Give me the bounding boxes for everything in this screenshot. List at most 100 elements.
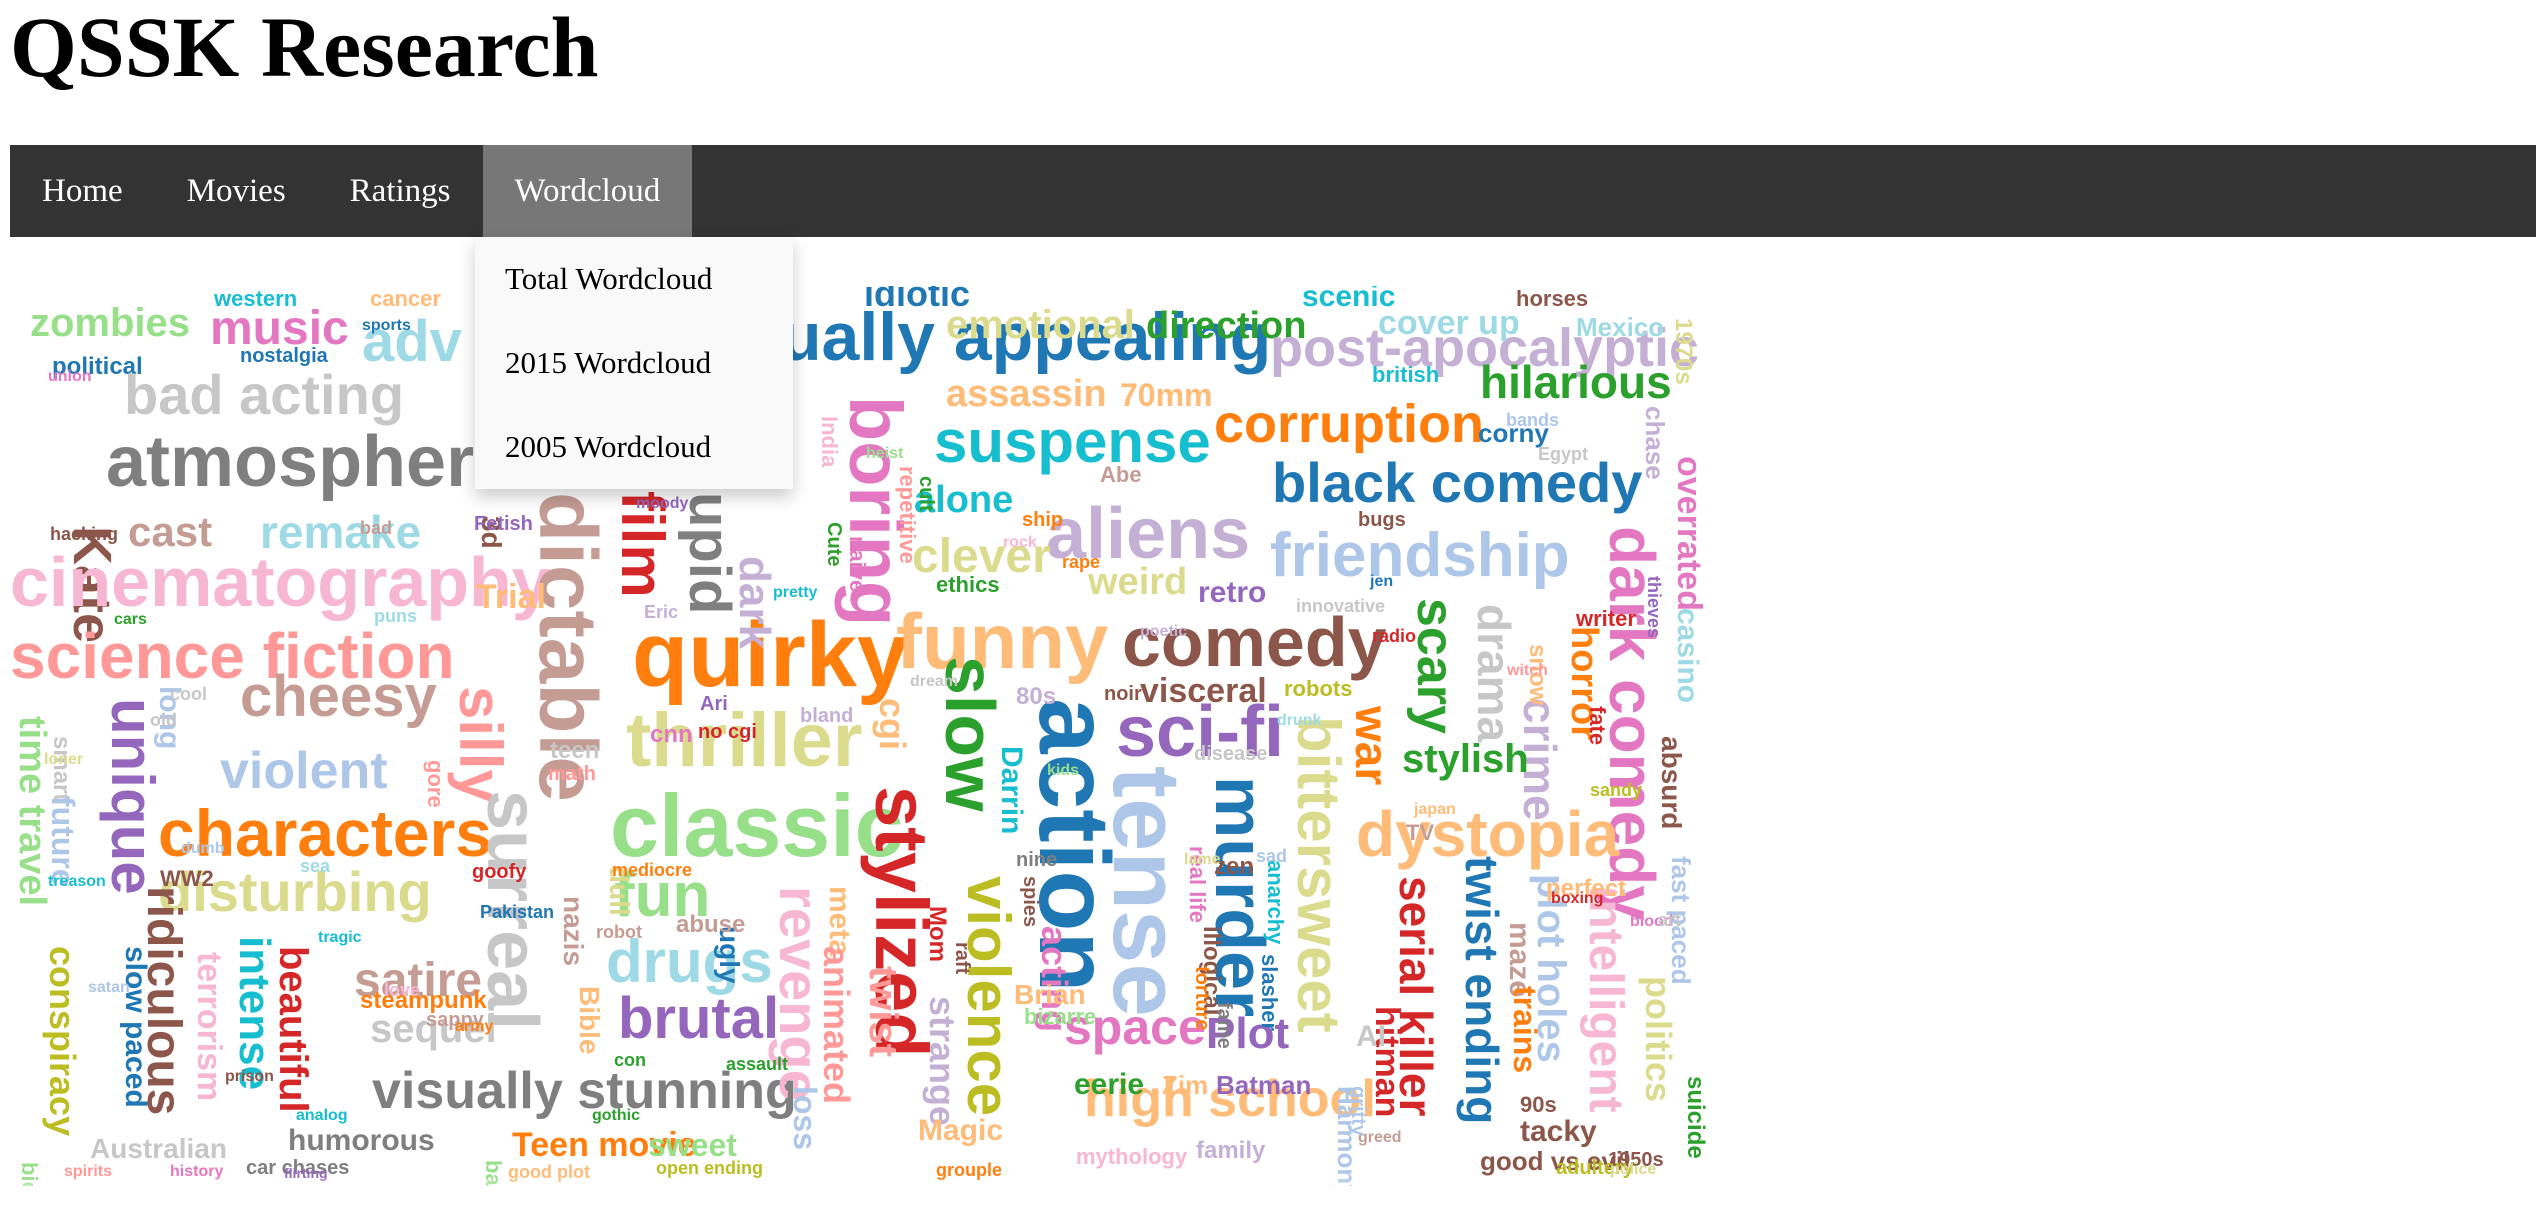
wordcloud-word: brutal xyxy=(618,986,779,1051)
wordcloud-word: suspense xyxy=(934,408,1211,475)
wordcloud-word: clever xyxy=(912,530,1051,583)
wordcloud-word: remake xyxy=(260,506,421,558)
wordcloud-word: jen xyxy=(1369,573,1393,590)
wordcloud-word: drugs xyxy=(606,928,773,995)
wordcloud-word: mythology xyxy=(1076,1144,1188,1169)
wordcloud-word: horror xyxy=(1563,626,1605,740)
wordcloud-word: dictable xyxy=(522,492,613,802)
wordcloud-word: Harmony Korine xyxy=(1332,1086,1362,1186)
wordcloud-word: space xyxy=(1064,999,1206,1055)
wordcloud-word: cult xyxy=(915,476,937,512)
wordcloud-word: future xyxy=(45,796,81,887)
wordcloud-word: disturbing xyxy=(158,860,432,923)
nav-home[interactable]: Home xyxy=(42,173,123,209)
wordcloud-word: Eric xyxy=(644,602,678,622)
wordcloud-word: violence xyxy=(955,876,1022,1116)
wordcloud-word: plot holes xyxy=(1529,874,1573,1063)
wordcloud-dropdown-menu: Total Wordcloud 2015 Wordcloud 2005 Word… xyxy=(475,237,793,489)
wordcloud-word: beautiful xyxy=(271,946,315,1113)
wordcloud-word: crime xyxy=(1514,698,1566,821)
wordcloud-word: repetitive xyxy=(895,466,920,564)
wordcloud-word: real life xyxy=(1185,846,1210,923)
wordcloud-word: tense xyxy=(1093,766,1200,1017)
wordcloud-word: revenge xyxy=(768,886,831,1101)
wordcloud-word: conspiracy xyxy=(42,946,83,1136)
wordcloud-word: ually appealing xyxy=(780,299,1271,375)
wordcloud-word: snow xyxy=(1524,644,1551,706)
wordcloud-word: serial killer xyxy=(1390,876,1442,1116)
wordcloud-word: zombies xyxy=(30,301,190,345)
wordcloud-word: fast paced xyxy=(1666,856,1696,985)
wordcloud-word: satire xyxy=(354,954,482,1007)
wordcloud-word: scary xyxy=(1406,598,1464,734)
wordcloud-word: illogical xyxy=(1198,926,1225,1015)
wordcloud-word: innovative xyxy=(1296,596,1385,616)
wordcloud-word: hacking xyxy=(50,524,118,544)
wordcloud-word: loner xyxy=(44,751,83,768)
wordcloud-word: silly xyxy=(447,686,514,803)
wordcloud-word: twist xyxy=(861,966,905,1057)
wordcloud-word: blood xyxy=(1630,913,1674,930)
wordcloud-word: con xyxy=(614,1050,646,1070)
wordcloud-word: family xyxy=(1196,1137,1266,1164)
wordcloud-word: bizarre xyxy=(1024,1004,1096,1029)
wordcloud-word: 80s xyxy=(1016,683,1056,710)
nav-ratings[interactable]: Ratings xyxy=(349,173,451,209)
wordcloud-word: spirits xyxy=(64,1163,112,1180)
wordcloud-word: India xyxy=(817,416,842,468)
wordcloud-word: bland xyxy=(800,705,853,727)
wordcloud-word: sports xyxy=(362,317,411,334)
wordcloud-word: abuse xyxy=(676,911,745,938)
wordcloud-word: army xyxy=(455,1018,493,1035)
wordcloud-word: Plot xyxy=(1206,1009,1289,1058)
dropdown-2015-wordcloud[interactable]: 2015 Wordcloud xyxy=(505,345,712,380)
wordcloud-word: ship xyxy=(1022,509,1063,531)
wordcloud-word: suicide xyxy=(1682,1076,1709,1159)
wordcloud-word: police xyxy=(1610,1161,1656,1178)
wordcloud-word: ethics xyxy=(936,572,1000,597)
wordcloud-word: murder xyxy=(1201,776,1279,1017)
wordcloud-word: adv xyxy=(362,309,462,374)
wordcloud-word: humorous xyxy=(288,1124,435,1157)
wordcloud-word: naive xyxy=(845,536,870,592)
wordcloud-word: dull xyxy=(604,866,635,916)
wordcloud-word: noir xyxy=(1104,683,1142,705)
wordcloud-word: war xyxy=(1346,705,1398,785)
wordcloud-word: robots xyxy=(1284,676,1352,701)
wordcloud-word: terrorism xyxy=(190,952,228,1101)
wordcloud-word: no cgi xyxy=(698,721,757,743)
nav-wordcloud[interactable]: Wordcloud xyxy=(482,145,693,237)
wordcloud-word: math xyxy=(548,763,596,785)
wordcloud-word: puns xyxy=(374,606,417,626)
wordcloud-word: goofy xyxy=(472,861,527,883)
wordcloud-word: fun xyxy=(614,861,710,930)
wordcloud-word: WW2 xyxy=(160,866,214,891)
wordcloud-word: drunk xyxy=(1277,712,1322,729)
wordcloud-word: black comedy xyxy=(1272,451,1642,514)
wordcloud-word: thriller xyxy=(626,698,863,783)
nav-movies[interactable]: Movies xyxy=(186,173,286,209)
wordcloud-word: sad xyxy=(1256,846,1287,866)
dropdown-total-wordcloud[interactable]: Total Wordcloud xyxy=(505,261,713,296)
navbar: Home Movies Ratings Wordcloud xyxy=(10,145,2536,237)
wordcloud-word: zen xyxy=(1214,853,1254,880)
wordcloud-word: direction xyxy=(1146,305,1306,347)
wordcloud-word: casino xyxy=(1671,608,1704,703)
wordcloud-word: slow paced xyxy=(119,946,152,1108)
wordcloud-word: chase xyxy=(1640,406,1670,480)
wordcloud-word: classic xyxy=(610,776,904,875)
wordcloud-word: Zim xyxy=(1162,1070,1208,1100)
wordcloud-word: gothic xyxy=(592,1107,640,1124)
wordcloud-word: anarchy xyxy=(1263,860,1288,945)
wordcloud-word: time travel xyxy=(11,716,53,906)
wordcloud-word: dumb xyxy=(181,840,225,857)
wordcloud-word: sequel xyxy=(370,1007,497,1051)
wordcloud-word: rock xyxy=(1003,534,1037,551)
wordcloud-word: teen xyxy=(550,737,599,764)
dropdown-2005-wordcloud[interactable]: 2005 Wordcloud xyxy=(505,429,712,464)
wordcloud-word: union xyxy=(48,368,92,385)
wordcloud-word: bands xyxy=(1506,410,1559,430)
wordcloud-word: thieves xyxy=(1644,576,1664,638)
wordcloud-word: sci-fi xyxy=(1116,692,1284,772)
